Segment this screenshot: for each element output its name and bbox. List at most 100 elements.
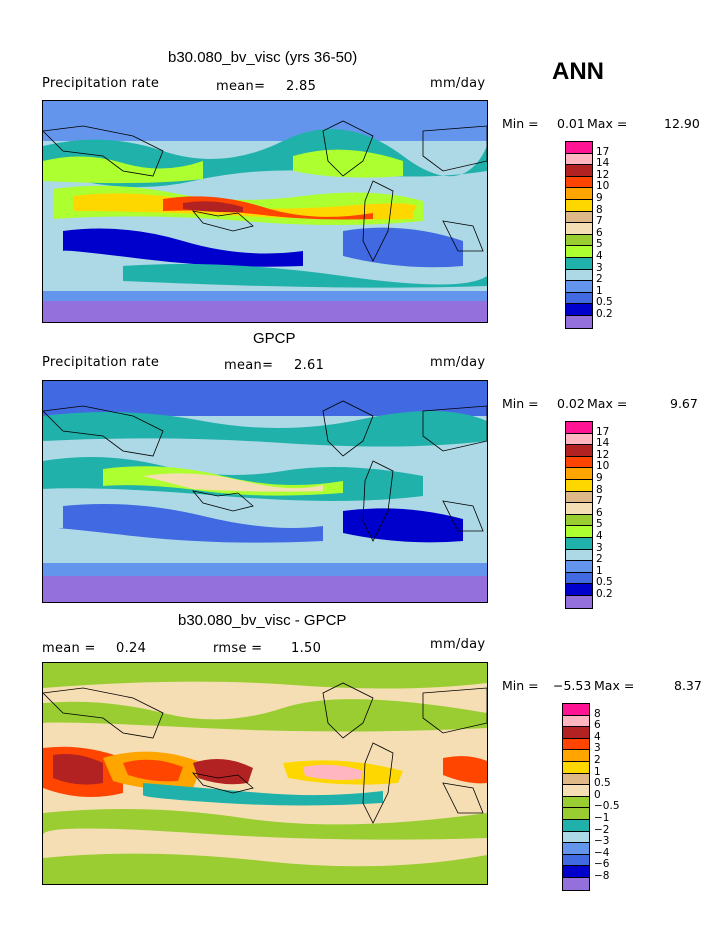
colorbar-tick-label: 4 [596,250,603,262]
panel-3-max-label: Max = [594,678,635,693]
colorbar-tick-label: 4 [596,530,603,542]
panel-1-mean-label: mean= [216,79,266,94]
colorbar-swatch [566,292,592,305]
panel-2-mean-label: mean= [224,358,274,373]
colorbar-tick-label: 12 [596,448,610,461]
panel-1-min-label: Min = [502,116,539,131]
colorbar-tick-label: 0.5 [594,777,611,790]
colorbar-swatch [566,165,592,177]
colorbar-tick-label: 6 [594,719,601,732]
panel-3-mean-label: mean = [42,641,96,656]
colorbar-swatch [563,727,589,739]
colorbar-swatch [563,866,589,878]
colorbar-swatch [566,246,592,258]
colorbar-swatch [566,549,592,562]
colorbar-swatch [566,223,592,235]
colorbar-tick-label: −8 [594,870,610,882]
colorbar-tick-label: 5 [596,518,603,531]
colorbar-swatch [563,854,589,867]
colorbar-tick-label: −3 [594,835,610,848]
colorbar-tick-label: 0.2 [596,588,613,600]
panel-3-rmse-label: rmse = [213,641,263,656]
colorbar-tick-label: 4 [594,730,601,743]
colorbar-swatch [563,715,589,728]
colorbar-tick-label: 8 [596,483,603,496]
colorbar-tick-label: 2 [596,553,603,566]
panel-2-variable-label: Precipitation rate [42,355,160,370]
colorbar-swatch [566,468,592,480]
colorbar-swatch [566,234,592,247]
colorbar-tick-label: 2 [594,754,601,766]
colorbar-tick-label: −0.5 [594,800,620,813]
colorbar-swatch [563,808,589,820]
colorbar-tick-label: 1 [594,765,601,778]
panel-1-map [42,100,488,323]
colorbar-swatch [566,142,592,154]
colorbar-swatch [566,526,592,538]
colorbar-tick-label: 1 [596,564,603,577]
colorbar-swatch [566,584,592,596]
colorbar-tick-label: 7 [596,215,603,228]
colorbar-swatch [563,785,589,797]
panel-3-mean-value: 0.24 [116,641,147,656]
panel-3-min-value: −5.53 [553,678,592,693]
colorbar-swatch [566,445,592,457]
panel-2-units: mm/day [430,355,486,370]
panel-3-min-label: Min = [502,678,539,693]
colorbar-swatch [566,422,592,434]
colorbar-tick-label: 3 [594,742,601,755]
panel-2-map [42,380,488,603]
season-label: ANN [552,58,604,85]
colorbar-swatch [566,315,592,328]
panel-3-colorbar [562,703,590,891]
colorbar-swatch [566,514,592,527]
colorbar-tick-label: 14 [596,437,610,450]
panel-2-title: GPCP [253,330,296,347]
colorbar-swatch [566,491,592,504]
colorbar-swatch [566,281,592,293]
colorbar-swatch [566,199,592,212]
colorbar-tick-label: 17 [596,145,610,158]
colorbar-tick-label: 0.2 [596,308,613,320]
panel-1-title: b30.080_bv_visc (yrs 36-50) [168,49,358,66]
panel-1-mean-value: 2.85 [286,79,317,94]
colorbar-swatch [566,304,592,316]
colorbar-tick-label: 5 [596,238,603,251]
colorbar-tick-label: 0.5 [596,296,613,309]
colorbar-tick-label: 0 [594,788,601,801]
colorbar-tick-label: 6 [596,226,603,239]
colorbar-tick-label: 2 [596,273,603,286]
panel-3-units: mm/day [430,637,486,652]
panel-3-rmse-value: 1.50 [291,641,322,656]
colorbar-swatch [566,561,592,573]
colorbar-tick-label: 14 [596,157,610,170]
colorbar-swatch [566,257,592,270]
colorbar-swatch [563,819,589,832]
colorbar-swatch [566,456,592,469]
colorbar-tick-label: 10 [596,460,610,473]
panel-2-min-value: 0.02 [557,396,585,411]
colorbar-swatch [566,537,592,550]
panel-3-map [42,662,488,885]
colorbar-swatch [566,188,592,200]
colorbar-swatch [566,176,592,189]
colorbar-tick-label: 8 [594,707,601,720]
colorbar-swatch [563,761,589,774]
panel-1-variable-label: Precipitation rate [42,76,160,91]
colorbar-swatch [566,479,592,492]
colorbar-swatch [566,595,592,608]
colorbar-swatch [563,750,589,762]
colorbar-tick-label: 17 [596,425,610,438]
colorbar-tick-label: 3 [596,261,603,274]
colorbar-tick-label: −6 [594,858,610,871]
colorbar-tick-label: 8 [596,203,603,216]
panel-1-min-value: 0.01 [557,116,585,131]
panel-1-max-label: Max = [587,116,628,131]
panel-2-colorbar [565,421,593,609]
colorbar-tick-label: 3 [596,541,603,554]
colorbar-swatch [566,153,592,166]
colorbar-tick-label: −1 [594,812,610,824]
colorbar-tick-label: 7 [596,495,603,508]
colorbar-swatch [566,433,592,446]
colorbar-tick-label: 1 [596,284,603,297]
